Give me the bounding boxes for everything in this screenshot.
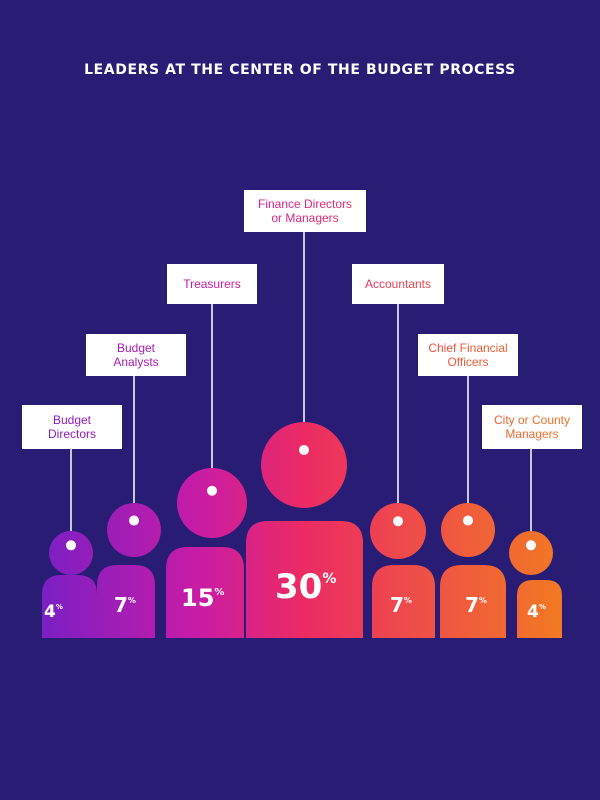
figure-head-4 bbox=[261, 422, 347, 508]
figure-head-1 bbox=[49, 531, 93, 575]
category-label: Budget Analysts bbox=[113, 341, 158, 369]
connector-dot bbox=[66, 540, 76, 551]
figure-body-7 bbox=[517, 580, 562, 638]
category-label: City or County Managers bbox=[494, 413, 570, 441]
category-label: Treasurers bbox=[183, 277, 241, 291]
figure-group: Accountants 7% bbox=[352, 264, 444, 638]
figure-group: Budget Directors 4% bbox=[22, 405, 122, 638]
figure-head-7 bbox=[509, 531, 553, 575]
category-label-box bbox=[352, 264, 444, 304]
category-label-box bbox=[167, 264, 257, 304]
category-label-box bbox=[86, 334, 186, 376]
figure-group: City or County Managers 4% bbox=[482, 405, 582, 638]
category-label-box bbox=[22, 405, 122, 449]
value-label: 7% bbox=[465, 593, 487, 617]
figure-body-2 bbox=[97, 565, 155, 638]
figure-group: Budget Analysts 7% bbox=[86, 334, 186, 638]
figure-head-5 bbox=[370, 503, 426, 559]
connector-dot bbox=[207, 485, 217, 496]
connector-dot bbox=[526, 540, 536, 551]
value-label: 4% bbox=[527, 602, 546, 622]
figure-group: Treasurers 15% bbox=[166, 264, 257, 638]
figure-body-3 bbox=[166, 547, 244, 638]
category-label: Chief Financial Officers bbox=[428, 341, 507, 369]
figure-body-6 bbox=[440, 565, 506, 638]
connector-dot bbox=[129, 515, 139, 526]
figure-group: Finance Directors or Managers 30% bbox=[244, 190, 366, 638]
figure-head-3 bbox=[177, 468, 247, 538]
connector-dot bbox=[299, 444, 309, 455]
category-label-box bbox=[482, 405, 582, 449]
figure-body-5 bbox=[372, 565, 435, 638]
value-label: 15% bbox=[181, 584, 224, 612]
value-label: 4% bbox=[44, 602, 63, 622]
figure-body-4 bbox=[246, 521, 363, 638]
category-label: Accountants bbox=[365, 277, 431, 291]
figure-body-1 bbox=[42, 575, 97, 638]
connector-dot bbox=[463, 515, 473, 526]
connector-dot bbox=[393, 516, 403, 527]
chart-title: LEADERS AT THE CENTER OF THE BUDGET PROC… bbox=[84, 62, 516, 78]
value-label: 7% bbox=[114, 593, 136, 617]
figure-head-2 bbox=[107, 503, 161, 557]
figure-group: Chief Financial Officers 7% bbox=[418, 334, 518, 638]
category-label: Budget Directors bbox=[48, 413, 96, 441]
value-label: 7% bbox=[390, 593, 412, 617]
value-label: 30% bbox=[275, 567, 336, 607]
category-label-box bbox=[244, 190, 366, 232]
category-label: Finance Directors or Managers bbox=[258, 197, 352, 225]
figure-head-6 bbox=[441, 503, 495, 557]
category-label-box bbox=[418, 334, 518, 376]
